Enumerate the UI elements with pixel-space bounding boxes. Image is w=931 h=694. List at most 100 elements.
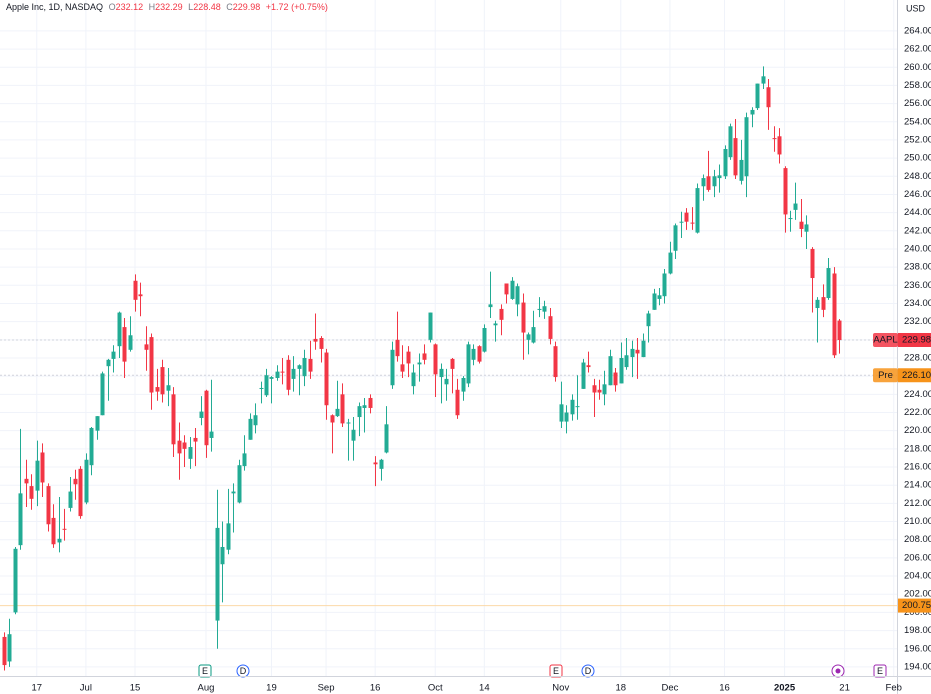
x-tick-label: 16 bbox=[719, 683, 730, 694]
candle-body bbox=[684, 212, 689, 222]
candle-body bbox=[439, 368, 444, 378]
candle-body bbox=[368, 397, 373, 408]
x-tick-label: 14 bbox=[479, 683, 490, 694]
candle-body bbox=[815, 299, 820, 309]
candle-body bbox=[646, 313, 651, 327]
ohlc-label: O bbox=[109, 2, 116, 12]
candle-body bbox=[750, 109, 755, 115]
candle-body bbox=[122, 327, 127, 362]
candle-body bbox=[832, 273, 837, 356]
candle-body bbox=[35, 460, 40, 491]
symbol-title: Apple Inc, 1D, NASDAQ bbox=[6, 2, 103, 12]
candle-body bbox=[297, 365, 302, 369]
candle-body bbox=[652, 293, 657, 310]
candle-body bbox=[657, 295, 662, 299]
candle-body bbox=[319, 338, 324, 349]
candle-body bbox=[411, 372, 416, 387]
candle-body bbox=[526, 334, 531, 340]
price-badge-name: Pre bbox=[878, 370, 893, 381]
candle-body bbox=[444, 378, 449, 385]
candle-body bbox=[302, 357, 307, 377]
candle-body bbox=[564, 412, 569, 422]
candle-body bbox=[521, 302, 526, 333]
price-badge-name: AAPL bbox=[873, 335, 897, 346]
candle-body bbox=[269, 377, 274, 379]
candle-body bbox=[133, 280, 138, 300]
event-icon-dot bbox=[835, 668, 841, 674]
candle-body bbox=[362, 405, 367, 408]
candle-body bbox=[733, 138, 738, 176]
candle-body bbox=[46, 486, 51, 525]
legend-header: Apple Inc, 1D, NASDAQ O232.12 H232.29 L2… bbox=[6, 2, 328, 12]
y-tick-label: 216.00 bbox=[904, 462, 931, 473]
candle-body bbox=[804, 224, 809, 232]
y-tick-label: 202.00 bbox=[904, 589, 931, 600]
candle-body bbox=[739, 159, 744, 181]
event-label: E bbox=[202, 666, 208, 676]
candle-body bbox=[259, 387, 264, 389]
grid bbox=[0, 0, 897, 676]
candle-body bbox=[264, 375, 269, 396]
candle-body bbox=[95, 416, 100, 431]
candle-body bbox=[499, 308, 504, 320]
candle-body bbox=[275, 371, 280, 378]
ohlc-value: 229.98 bbox=[233, 2, 261, 12]
y-tick-label: 220.00 bbox=[904, 425, 931, 436]
candle-body bbox=[286, 359, 291, 390]
y-tick-label: 208.00 bbox=[904, 534, 931, 545]
y-tick-label: 242.00 bbox=[904, 225, 931, 236]
y-tick-label: 212.00 bbox=[904, 498, 931, 509]
candle-body bbox=[379, 459, 384, 469]
candle-body bbox=[575, 406, 580, 408]
x-tick-label: Jul bbox=[80, 683, 92, 694]
candle-body bbox=[144, 344, 149, 350]
candle-body bbox=[570, 399, 575, 415]
price-badge bbox=[898, 368, 931, 383]
candle-body bbox=[351, 429, 356, 441]
candle-body bbox=[706, 176, 711, 190]
y-tick-label: 194.00 bbox=[904, 661, 931, 672]
candle-body bbox=[712, 176, 717, 187]
candle-body bbox=[40, 452, 45, 483]
candle-body bbox=[166, 385, 171, 391]
candle-body bbox=[100, 373, 105, 416]
y-tick-label: 236.00 bbox=[904, 280, 931, 291]
candle-body bbox=[488, 304, 493, 308]
event-label: D bbox=[240, 666, 247, 676]
candle-body bbox=[744, 117, 749, 177]
candle-body bbox=[597, 389, 602, 393]
candle-body bbox=[373, 462, 378, 465]
candle-body bbox=[138, 294, 143, 297]
x-tick-label: Nov bbox=[552, 683, 569, 694]
x-tick-label: 17 bbox=[31, 683, 42, 694]
candle-body bbox=[330, 415, 335, 423]
candle-body bbox=[433, 344, 438, 375]
ohlc-label: C bbox=[226, 2, 233, 12]
y-tick-label: 210.00 bbox=[904, 516, 931, 527]
candle-body bbox=[29, 486, 34, 499]
candle-body bbox=[7, 634, 12, 662]
candle-body bbox=[231, 491, 236, 494]
candle-body bbox=[755, 83, 760, 109]
candle-body bbox=[455, 389, 460, 416]
candle-body bbox=[717, 175, 722, 179]
event-label: D bbox=[585, 666, 592, 676]
x-tick-label: Oct bbox=[428, 683, 443, 694]
change-percent: (+0.75%) bbox=[291, 2, 328, 12]
candle-body bbox=[384, 424, 389, 453]
candle-body bbox=[62, 528, 67, 530]
candle-body bbox=[668, 252, 673, 274]
price-badge-tag bbox=[873, 368, 898, 383]
y-tick-label: 248.00 bbox=[904, 171, 931, 182]
y-tick-label: 254.00 bbox=[904, 116, 931, 127]
candle-body bbox=[777, 136, 782, 155]
candle-body bbox=[624, 355, 629, 368]
candle-body bbox=[51, 517, 56, 545]
currency[interactable]: USD bbox=[906, 3, 926, 13]
candle-body bbox=[84, 459, 89, 503]
candle-body bbox=[182, 442, 187, 449]
ohlc-value: 228.48 bbox=[193, 2, 221, 12]
candle-body bbox=[248, 418, 253, 440]
